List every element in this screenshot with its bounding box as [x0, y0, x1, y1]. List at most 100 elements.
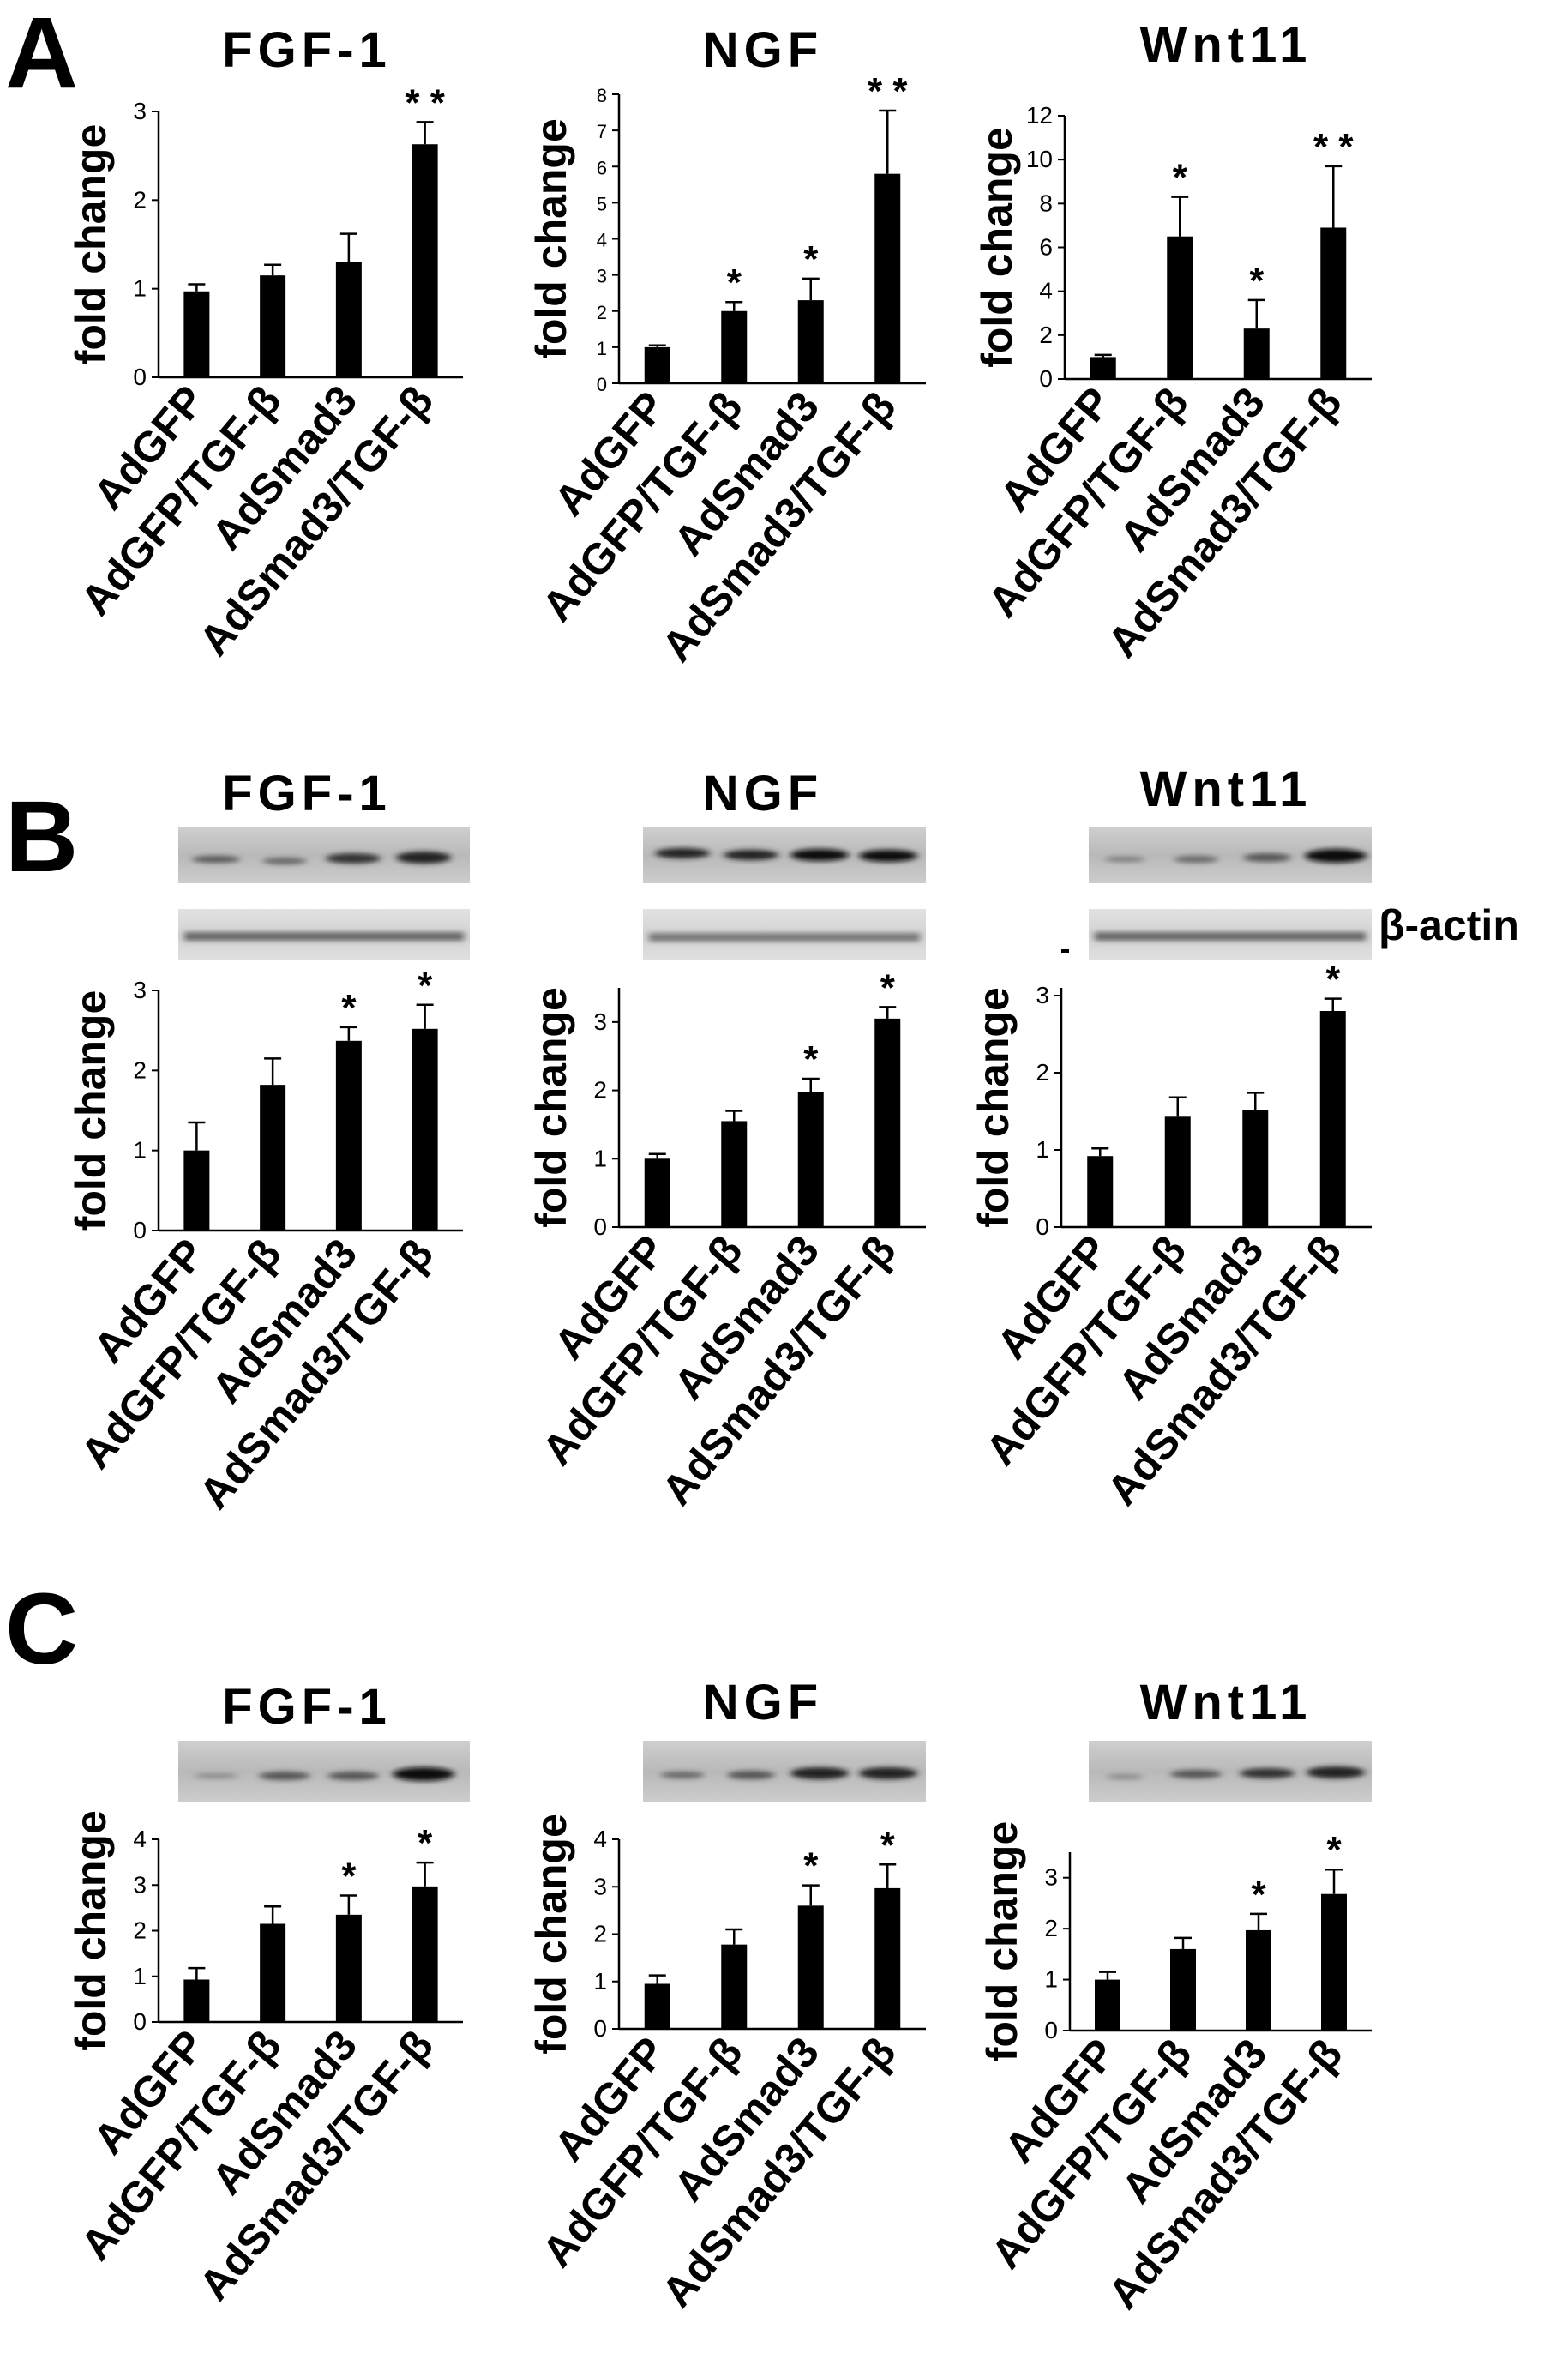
y-tick-label: 0	[1039, 365, 1053, 392]
y-tick-label: 5	[597, 193, 607, 214]
western-blot-b-ngf-actin	[643, 909, 926, 960]
y-axis-label: fold change	[978, 1821, 1026, 2062]
y-tick-label: 2	[1044, 1915, 1058, 1941]
chart-title-b-fgf1: FGF-1	[222, 766, 392, 821]
bar	[1164, 1116, 1191, 1227]
significance-marker: *	[418, 1822, 433, 1864]
y-tick-label: 8	[1039, 190, 1053, 216]
y-tick-label: 1	[133, 1137, 147, 1164]
bar	[412, 1886, 438, 2022]
bar	[721, 1944, 748, 2029]
bar	[260, 1085, 286, 1231]
bar	[412, 144, 438, 377]
bar	[721, 310, 748, 383]
bar	[260, 275, 286, 377]
y-axis-label: fold change	[970, 987, 1018, 1228]
chart-title-c-fgf1: FGF-1	[222, 1679, 392, 1735]
y-tick-label: 10	[1026, 146, 1053, 172]
significance-marker: *	[1325, 959, 1341, 1001]
y-tick-label: 4	[1039, 278, 1053, 304]
y-axis-label: fold change	[67, 990, 115, 1231]
bar	[183, 1150, 210, 1231]
y-tick-label: 7	[597, 121, 607, 142]
chart-title-a-ngf: NGF	[703, 22, 823, 78]
bar	[1167, 236, 1193, 379]
y-tick-label: 3	[597, 266, 607, 287]
panel-letter-a: A	[5, 0, 78, 110]
bar	[260, 1923, 286, 2022]
y-axis-label: fold change	[67, 1810, 115, 2051]
y-tick-label: 0	[593, 1213, 607, 1240]
bar	[1242, 1110, 1269, 1227]
bar	[797, 1905, 824, 2029]
significance-marker: * *	[1313, 126, 1354, 168]
y-tick-label: 2	[1039, 322, 1053, 348]
y-tick-label: 0	[133, 2008, 147, 2035]
significance-marker: * *	[405, 81, 445, 123]
y-tick-label: 3	[133, 98, 147, 124]
significance-marker: *	[880, 966, 896, 1008]
y-axis-label: fold change	[67, 124, 115, 365]
significance-marker: *	[418, 965, 433, 1007]
bar	[721, 1121, 748, 1227]
bar	[412, 1028, 438, 1231]
bar	[874, 1018, 901, 1227]
y-tick-label: 8	[597, 85, 607, 106]
bar	[335, 1040, 362, 1231]
bar	[1246, 1929, 1271, 2031]
significance-marker: *	[1326, 1829, 1342, 1871]
y-axis-label: fold change	[527, 118, 575, 359]
y-tick-label: 2	[593, 1077, 607, 1104]
western-blot-b-fgf1	[178, 827, 470, 883]
bar	[1243, 328, 1270, 379]
y-tick-label: 0	[133, 364, 147, 390]
y-tick-label: 2	[593, 1921, 607, 1947]
y-axis-label: fold change	[973, 127, 1021, 368]
y-tick-label: 4	[593, 1826, 607, 1852]
significance-marker: * *	[868, 70, 908, 112]
significance-marker: *	[803, 1038, 819, 1080]
bar	[644, 1158, 670, 1227]
bar	[797, 300, 824, 383]
bar	[1095, 1979, 1120, 2031]
significance-marker: *	[341, 987, 357, 1029]
chart-title-b-ngf: NGF	[703, 766, 823, 821]
panel-letter-c: C	[5, 1573, 78, 1686]
y-tick-label: 1	[133, 275, 147, 302]
bar	[1319, 1011, 1346, 1227]
significance-marker: *	[1173, 157, 1188, 199]
bar	[335, 1914, 362, 2022]
y-tick-label: 1	[1036, 1136, 1049, 1163]
y-tick-label: 3	[1036, 982, 1049, 1008]
y-tick-label: 12	[1026, 102, 1053, 129]
bar	[1321, 1893, 1347, 2031]
y-tick-label: 6	[1039, 234, 1053, 261]
y-tick-label: 1	[133, 1963, 147, 1989]
y-tick-label: 1	[593, 1145, 607, 1171]
bar	[183, 1979, 210, 2022]
blot-label-beta-actin: β-actin	[1379, 901, 1519, 949]
bar	[335, 262, 362, 377]
significance-marker: *	[1251, 1874, 1266, 1916]
bar	[1170, 1948, 1196, 2031]
y-tick-label: 2	[1036, 1059, 1049, 1086]
y-tick-label: 2	[133, 1917, 147, 1944]
y-tick-label: 2	[133, 186, 147, 213]
significance-marker: *	[1249, 260, 1265, 302]
y-tick-label: 0	[1036, 1213, 1049, 1240]
western-blot-b-fgf1-actin	[178, 909, 470, 960]
panel-letter-b: B	[5, 780, 78, 894]
y-tick-label: 6	[597, 157, 607, 178]
y-tick-label: 4	[133, 1826, 147, 1852]
y-tick-label: 4	[597, 230, 607, 251]
y-axis-label: fold change	[527, 1814, 575, 2055]
